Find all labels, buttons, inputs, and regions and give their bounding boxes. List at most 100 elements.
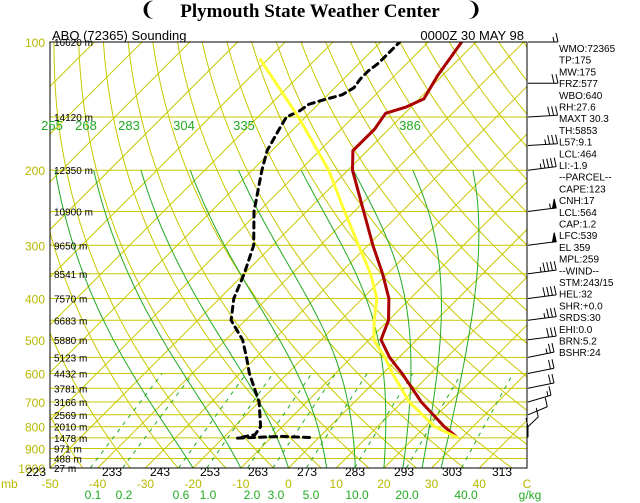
kelvin-tick-label: 263: [248, 465, 268, 479]
dry-adiabat-line: [473, 42, 527, 115]
wind-barb-half: [539, 163, 542, 169]
chart-title-right: 0000Z 30 MAY 98: [420, 28, 524, 43]
mixing-ratio-line: [305, 373, 368, 468]
chart-series: [229, 42, 464, 440]
isotherm-line: [383, 324, 527, 468]
pressure-tick-label: 400: [25, 292, 45, 306]
theta-label: 304: [173, 118, 195, 133]
dry-adiabat-line: [127, 42, 370, 468]
wind-barb-full: [548, 374, 552, 384]
index-line: WBO:640: [559, 91, 603, 102]
index-line: TH:5853: [559, 126, 598, 137]
index-line: TP:175: [559, 56, 592, 67]
dry-adiabat-line: [152, 42, 417, 468]
wind-barb-full: [547, 135, 551, 145]
dry-adiabat-line: [399, 42, 527, 214]
wind-barb-full: [548, 359, 552, 370]
mixing-ratio-line: [405, 373, 462, 468]
theta-label: 335: [233, 118, 255, 133]
isotherm-line: [50, 42, 143, 135]
kelvin-tick-label: 303: [442, 465, 462, 479]
wind-barb-full: [551, 106, 555, 116]
index-line: FRZ:577: [559, 79, 598, 90]
wind-barb: [527, 397, 548, 416]
height-label: 7570 m: [54, 294, 87, 305]
header-title: Plymouth State Weather Center: [180, 1, 440, 22]
kelvin-tick-label: 253: [200, 465, 220, 479]
temperature-tick-label: -30: [137, 477, 155, 491]
isotherm-line: [145, 85, 527, 468]
height-label: 5123 m: [54, 353, 87, 364]
wind-barb: [527, 285, 557, 299]
dry-adiabat-line: [374, 42, 527, 246]
temperature-tick-label: -20: [184, 477, 202, 491]
isotherm-line: [50, 42, 286, 278]
wind-barb-full: [551, 373, 555, 384]
wind-barb-half: [539, 266, 542, 273]
mixing-ratio-line: [122, 373, 194, 468]
wind-barb-staff: [527, 406, 548, 416]
height-label: 971 m: [54, 445, 82, 456]
temperature-tick-label: 30: [425, 477, 439, 491]
index-line: EL 359: [559, 243, 591, 254]
wind-barb-full: [547, 106, 551, 116]
index-line: EHI:0.0: [559, 325, 593, 336]
wind-barb-full: [535, 407, 539, 417]
mixing-ratio-line: [178, 373, 247, 468]
wind-barb-full: [553, 157, 557, 167]
isotherm-line: [288, 228, 527, 468]
wind-barb-full: [546, 308, 550, 318]
wind-barb-half: [544, 139, 547, 145]
wind-barb: [527, 157, 557, 171]
plot-frame: [49, 41, 528, 469]
mixing-ratio-line: [272, 373, 337, 468]
chart-grid: [50, 42, 640, 468]
wind-barb-full: [548, 386, 552, 396]
wind-barb: [528, 74, 559, 84]
wind-barb-full: [549, 308, 553, 318]
index-line: BSHR:24: [559, 348, 601, 359]
kelvin-tick-label: 273: [297, 465, 317, 479]
wind-barb-staff: [527, 166, 557, 171]
dry-adiabat-line: [201, 42, 513, 468]
mixing-ratio-tick-label: 20.0: [395, 488, 419, 502]
wind-barb-full: [542, 158, 546, 169]
index-line: SHR:+0.0: [559, 301, 603, 312]
wind-barb-full: [546, 328, 550, 338]
index-line: MW:175: [559, 67, 596, 78]
dry-adiabat-line: [598, 42, 640, 468]
dry-adiabat-line: [275, 42, 527, 378]
mixing-ratio-line: [89, 373, 163, 468]
wind-barb-staff: [527, 294, 557, 299]
mixing-ratio-line: [354, 373, 414, 468]
wind-barb-half: [549, 203, 552, 209]
dry-adiabat-line: [424, 42, 527, 181]
index-line: --WIND--: [559, 266, 599, 277]
pressure-tick-label: 500: [25, 334, 45, 348]
wind-barb-staff: [527, 394, 552, 403]
wind-barb: [527, 198, 557, 213]
index-line: STM:243/15: [559, 278, 614, 289]
index-line: WMO:72365: [559, 44, 616, 55]
isotherm-line: [192, 133, 527, 468]
index-line: CNH:17: [559, 196, 595, 207]
wind-barb: [527, 327, 557, 341]
height-label: 27 m: [54, 464, 76, 475]
dry-adiabat-line: [251, 42, 527, 412]
wind-barb-half: [546, 391, 549, 397]
wind-barb: [527, 386, 552, 403]
isotherm-line: [431, 371, 527, 468]
height-label: 8541 m: [54, 270, 87, 281]
wind-barb-staff: [527, 207, 557, 213]
sounding-indices: WMO:72365TP:175MW:175FRZ:577WBO:640RH:27…: [559, 44, 616, 359]
mixing-ratio-tick-label: 1.0: [200, 488, 217, 502]
kelvin-tick-label: 243: [150, 465, 170, 479]
index-line: CAPE:123: [559, 184, 606, 195]
wind-barb-staff: [527, 114, 558, 118]
moist-adiabat-line: [93, 170, 242, 468]
height-label: 488 m: [54, 455, 82, 466]
height-label: 12350 m: [54, 166, 93, 177]
wind-barb-staff: [527, 382, 555, 389]
wind-barb-staff: [527, 269, 557, 275]
